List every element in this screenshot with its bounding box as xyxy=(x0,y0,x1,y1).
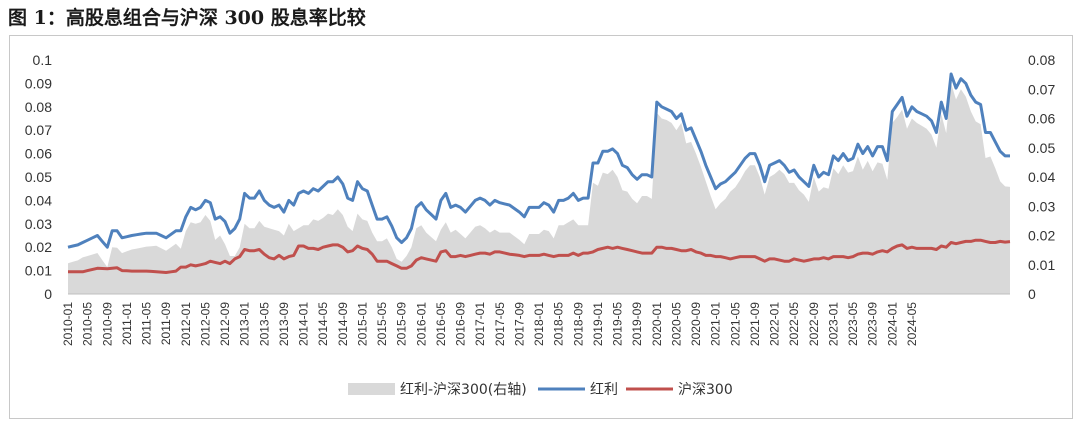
y-left-tick-label: 0 xyxy=(44,286,52,302)
y-left-tick-label: 0.04 xyxy=(25,192,52,208)
x-tick-label: 2023-09 xyxy=(866,302,880,346)
x-tick-label: 2012-05 xyxy=(198,302,212,346)
x-tick-label: 2013-09 xyxy=(277,302,291,346)
x-tick-label: 2017-09 xyxy=(512,302,526,346)
x-tick-label: 2010-05 xyxy=(81,302,95,346)
y-right-tick-label: 0.05 xyxy=(1028,140,1055,156)
y-left-tick-label: 0.1 xyxy=(33,52,53,68)
x-tick-label: 2015-01 xyxy=(355,302,369,346)
x-tick-label: 2014-09 xyxy=(336,302,350,346)
y-left-tick-label: 0.02 xyxy=(25,239,52,255)
y-left-tick-label: 0.07 xyxy=(25,122,52,138)
x-tick-label: 2021-01 xyxy=(709,302,723,346)
chart-frame: 0 0.01 0.02 0.03 0.04 0.05 0.06 0.07 0.08 0.09 0.1… xyxy=(9,35,1073,419)
x-tick-label: 2023-05 xyxy=(846,302,860,346)
legend-label-hongli: 红利 xyxy=(590,382,618,398)
spread-area xyxy=(68,83,1010,295)
y-left-tick-label: 0.06 xyxy=(25,146,52,162)
y-right-tick-label: 0.01 xyxy=(1028,257,1055,273)
x-tick-label: 2015-09 xyxy=(395,302,409,346)
x-tick-label: 2022-09 xyxy=(807,302,821,346)
y-right-tick-label: 0.06 xyxy=(1028,111,1055,127)
x-tick-label: 2017-05 xyxy=(493,302,507,346)
hongli-line xyxy=(67,72,1010,249)
x-tick-label: 2011-09 xyxy=(159,302,173,345)
x-tick-label: 2018-05 xyxy=(552,302,566,346)
x-tick-label: 2022-05 xyxy=(787,302,801,346)
hs300-line xyxy=(68,238,1011,274)
x-tick-label: 2014-01 xyxy=(297,302,311,346)
x-tick-label: 2011-05 xyxy=(140,302,154,345)
x-tick-label: 2018-09 xyxy=(571,302,585,346)
y-left-tick-label: 0.05 xyxy=(25,169,52,185)
y-left-tick-label: 0.09 xyxy=(25,75,52,91)
legend-label-hs300: 沪深300 xyxy=(678,382,733,398)
x-tick-label: 2021-05 xyxy=(728,302,742,346)
x-tick-label: 2024-05 xyxy=(905,302,919,346)
y-right-tick-label: 0.03 xyxy=(1028,198,1055,214)
y-right-tick-label: 0 xyxy=(1028,286,1036,302)
x-tick-label: 2013-01 xyxy=(238,302,252,346)
x-tick-label: 2010-09 xyxy=(100,302,114,346)
x-tick-label: 2024-01 xyxy=(885,302,899,346)
x-tick-label: 2014-05 xyxy=(316,302,330,346)
x-tick-label: 2020-05 xyxy=(669,302,683,346)
x-tick-label: 2013-05 xyxy=(257,302,271,346)
x-tick-label: 2016-01 xyxy=(414,302,428,346)
x-tick-label: 2021-09 xyxy=(748,302,762,346)
x-tick-label: 2023-01 xyxy=(826,302,840,346)
x-tick-label: 2020-09 xyxy=(689,302,703,346)
legend-label-spread: 红利-沪深300(右轴) xyxy=(400,382,527,398)
dividend-yield-chart: 0 0.01 0.02 0.03 0.04 0.05 0.06 0.07 0.08 0.09 0.1… xyxy=(25,52,1056,398)
y-left-tick-label: 0.08 xyxy=(25,99,52,115)
axis-layer: 0 0.01 0.02 0.03 0.04 0.05 0.06 0.07 0.08 0.09 0.1… xyxy=(25,52,1056,346)
y-right-tick-label: 0.04 xyxy=(1028,169,1055,185)
x-tick-label: 2011-01 xyxy=(120,302,134,345)
x-tick-label: 2019-01 xyxy=(591,302,605,346)
x-tick-label: 2016-09 xyxy=(454,302,468,346)
chart-title: 图 1：高股息组合与沪深 300 股息率比较 xyxy=(8,7,366,29)
x-tick-label: 2016-05 xyxy=(434,302,448,346)
x-tick-label: 2017-01 xyxy=(473,302,487,346)
x-tick-label: 2012-09 xyxy=(218,302,232,346)
line-layer xyxy=(67,72,1011,274)
x-tick-label: 2022-01 xyxy=(768,302,782,346)
spread-area-layer xyxy=(68,83,1010,295)
legend: 红利-沪深300(右轴) 红利 沪深300 xyxy=(348,382,733,398)
x-tick-label: 2019-05 xyxy=(611,302,625,346)
y-right-tick-label: 0.07 xyxy=(1028,81,1055,97)
legend-swatch-spread xyxy=(348,383,395,395)
y-left-tick-label: 0.01 xyxy=(25,263,52,279)
x-tick-label: 2010-01 xyxy=(61,302,75,346)
x-tick-label: 2012-01 xyxy=(179,302,193,346)
x-tick-label: 2015-05 xyxy=(375,302,389,346)
y-left-tick-label: 0.03 xyxy=(25,216,52,232)
y-right-tick-label: 0.02 xyxy=(1028,228,1055,244)
x-tick-label: 2019-09 xyxy=(630,302,644,346)
x-tick-label: 2020-01 xyxy=(650,302,664,346)
y-right-tick-label: 0.08 xyxy=(1028,52,1055,68)
x-tick-label: 2018-01 xyxy=(532,302,546,346)
